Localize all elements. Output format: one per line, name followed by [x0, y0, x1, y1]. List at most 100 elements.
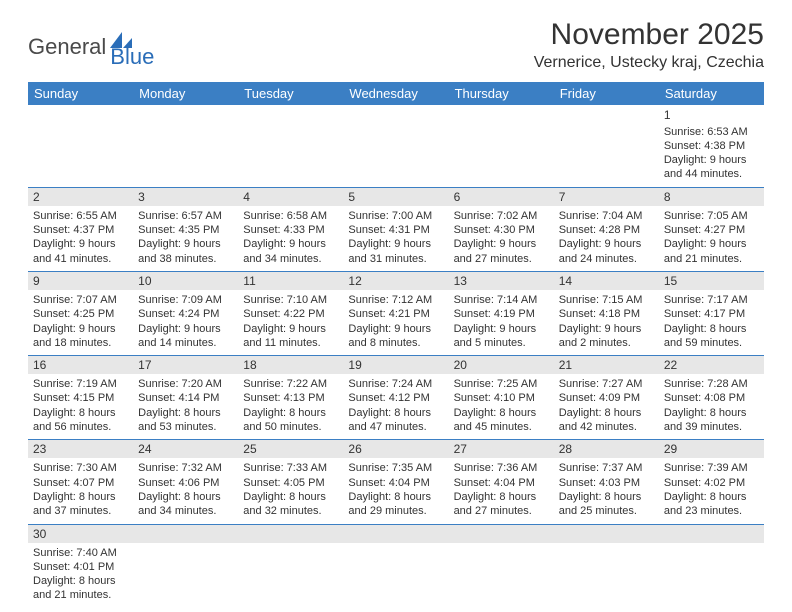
day-number: 20: [449, 356, 554, 374]
day-number: 11: [238, 272, 343, 290]
day-cell: Sunrise: 7:17 AMSunset: 4:17 PMDaylight:…: [659, 290, 764, 355]
day-number: [343, 525, 448, 543]
sunrise: Sunrise: 7:35 AM: [348, 461, 443, 475]
daylight-line1: Daylight: 8 hours: [664, 406, 759, 420]
daylight-line2: and 21 minutes.: [664, 252, 759, 266]
dayname: Wednesday: [343, 82, 448, 105]
sunset: Sunset: 4:15 PM: [33, 391, 128, 405]
daylight-line1: Daylight: 8 hours: [33, 406, 128, 420]
day-cell: Sunrise: 7:30 AMSunset: 4:07 PMDaylight:…: [28, 458, 133, 523]
sunset: Sunset: 4:28 PM: [559, 223, 654, 237]
day-number: 8: [659, 188, 764, 206]
sunrise: Sunrise: 7:24 AM: [348, 377, 443, 391]
daylight-line2: and 41 minutes.: [33, 252, 128, 266]
week-body-row: Sunrise: 7:07 AMSunset: 4:25 PMDaylight:…: [28, 290, 764, 356]
day-number: 6: [449, 188, 554, 206]
day-number: 25: [238, 440, 343, 458]
dayname: Sunday: [28, 82, 133, 105]
header: General Blue November 2025 Vernerice, Us…: [28, 18, 764, 72]
daylight-line2: and 24 minutes.: [559, 252, 654, 266]
sunset: Sunset: 4:01 PM: [33, 560, 128, 574]
day-cell: [449, 105, 554, 187]
sunrise: Sunrise: 6:57 AM: [138, 209, 233, 223]
daylight-line2: and 34 minutes.: [138, 504, 233, 518]
day-number: [659, 525, 764, 543]
day-cell: Sunrise: 7:14 AMSunset: 4:19 PMDaylight:…: [449, 290, 554, 355]
day-number: 23: [28, 440, 133, 458]
day-cell: Sunrise: 7:27 AMSunset: 4:09 PMDaylight:…: [554, 374, 659, 439]
daylight-line2: and 34 minutes.: [243, 252, 338, 266]
day-cell: Sunrise: 7:40 AMSunset: 4:01 PMDaylight:…: [28, 543, 133, 608]
day-number: [133, 525, 238, 543]
sunset: Sunset: 4:05 PM: [243, 476, 338, 490]
daylight-line1: Daylight: 9 hours: [664, 237, 759, 251]
daylight-line2: and 44 minutes.: [664, 167, 759, 181]
day-cell: Sunrise: 7:36 AMSunset: 4:04 PMDaylight:…: [449, 458, 554, 523]
day-number: 26: [343, 440, 448, 458]
daylight-line2: and 2 minutes.: [559, 336, 654, 350]
day-cell: Sunrise: 7:20 AMSunset: 4:14 PMDaylight:…: [133, 374, 238, 439]
sunrise: Sunrise: 7:40 AM: [33, 546, 128, 560]
daylight-line1: Daylight: 9 hours: [559, 237, 654, 251]
sunset: Sunset: 4:19 PM: [454, 307, 549, 321]
sunrise: Sunrise: 7:27 AM: [559, 377, 654, 391]
sunset: Sunset: 4:02 PM: [664, 476, 759, 490]
day-number: 2: [28, 188, 133, 206]
day-cell: Sunrise: 7:02 AMSunset: 4:30 PMDaylight:…: [449, 206, 554, 271]
day-cell: [554, 105, 659, 187]
daylight-line1: Daylight: 8 hours: [138, 490, 233, 504]
day-number: 13: [449, 272, 554, 290]
day-number: 9: [28, 272, 133, 290]
sunrise: Sunrise: 7:33 AM: [243, 461, 338, 475]
daylight-line1: Daylight: 8 hours: [243, 406, 338, 420]
sunset: Sunset: 4:22 PM: [243, 307, 338, 321]
day-cell: Sunrise: 7:37 AMSunset: 4:03 PMDaylight:…: [554, 458, 659, 523]
day-number: 18: [238, 356, 343, 374]
sunrise: Sunrise: 7:25 AM: [454, 377, 549, 391]
month-title: November 2025: [534, 18, 764, 52]
daylight-line2: and 21 minutes.: [33, 588, 128, 602]
sunrise: Sunrise: 7:32 AM: [138, 461, 233, 475]
sunrise: Sunrise: 7:05 AM: [664, 209, 759, 223]
daylight-line2: and 25 minutes.: [559, 504, 654, 518]
day-cell: Sunrise: 7:07 AMSunset: 4:25 PMDaylight:…: [28, 290, 133, 355]
daylight-line1: Daylight: 9 hours: [243, 237, 338, 251]
sunset: Sunset: 4:33 PM: [243, 223, 338, 237]
day-number: 1: [664, 108, 759, 124]
sunset: Sunset: 4:38 PM: [664, 139, 759, 153]
sunset: Sunset: 4:08 PM: [664, 391, 759, 405]
day-cell: Sunrise: 7:35 AMSunset: 4:04 PMDaylight:…: [343, 458, 448, 523]
day-cell: Sunrise: 7:04 AMSunset: 4:28 PMDaylight:…: [554, 206, 659, 271]
day-cell: [238, 543, 343, 608]
daylight-line2: and 53 minutes.: [138, 420, 233, 434]
sunrise: Sunrise: 6:58 AM: [243, 209, 338, 223]
daylight-line1: Daylight: 8 hours: [348, 406, 443, 420]
daylight-line1: Daylight: 8 hours: [348, 490, 443, 504]
sunrise: Sunrise: 7:12 AM: [348, 293, 443, 307]
day-cell: Sunrise: 7:32 AMSunset: 4:06 PMDaylight:…: [133, 458, 238, 523]
sunrise: Sunrise: 7:10 AM: [243, 293, 338, 307]
daylight-line1: Daylight: 9 hours: [33, 237, 128, 251]
daylight-line2: and 14 minutes.: [138, 336, 233, 350]
sunset: Sunset: 4:30 PM: [454, 223, 549, 237]
week-number-row: 9101112131415: [28, 272, 764, 290]
daylight-line1: Daylight: 9 hours: [348, 237, 443, 251]
day-number: 22: [659, 356, 764, 374]
daylight-line2: and 11 minutes.: [243, 336, 338, 350]
sunrise: Sunrise: 6:55 AM: [33, 209, 128, 223]
daylight-line1: Daylight: 9 hours: [138, 322, 233, 336]
daylight-line1: Daylight: 9 hours: [454, 322, 549, 336]
sunset: Sunset: 4:21 PM: [348, 307, 443, 321]
week-body-row: Sunrise: 7:19 AMSunset: 4:15 PMDaylight:…: [28, 374, 764, 440]
sunset: Sunset: 4:25 PM: [33, 307, 128, 321]
daylight-line2: and 56 minutes.: [33, 420, 128, 434]
daylight-line2: and 8 minutes.: [348, 336, 443, 350]
sunrise: Sunrise: 7:19 AM: [33, 377, 128, 391]
daylight-line1: Daylight: 9 hours: [454, 237, 549, 251]
sunrise: Sunrise: 7:00 AM: [348, 209, 443, 223]
day-number: 30: [28, 525, 133, 543]
week-body-row: Sunrise: 6:55 AMSunset: 4:37 PMDaylight:…: [28, 206, 764, 272]
sunset: Sunset: 4:27 PM: [664, 223, 759, 237]
day-cell: [133, 105, 238, 187]
week-body-row: 1Sunrise: 6:53 AMSunset: 4:38 PMDaylight…: [28, 105, 764, 188]
